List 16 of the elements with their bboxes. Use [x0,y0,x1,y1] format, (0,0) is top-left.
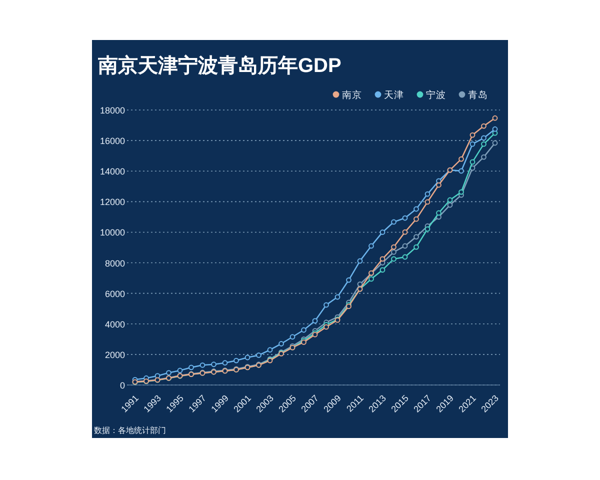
legend-label: 青岛 [468,89,488,101]
y-tick-label: 18000 [100,106,125,116]
y-tick-label: 2000 [104,350,125,360]
legend-label: 南京 [342,89,362,101]
y-tick-label: 14000 [100,166,125,177]
y-tick-label: 0 [120,380,125,390]
legend-label: 天津 [384,89,404,101]
chart-title: 南京天津宁波青岛历年GDP [97,54,342,77]
y-tick-label: 4000 [104,319,125,330]
y-tick-label: 16000 [100,136,125,146]
y-tick-label: 12000 [100,197,125,208]
y-tick-label: 6000 [104,288,125,299]
legend-label: 宁波 [426,89,446,101]
y-tick-label: 8000 [104,258,125,268]
y-tick-label: 10000 [100,228,125,238]
text: 数据：各地统计部门 [94,426,166,435]
